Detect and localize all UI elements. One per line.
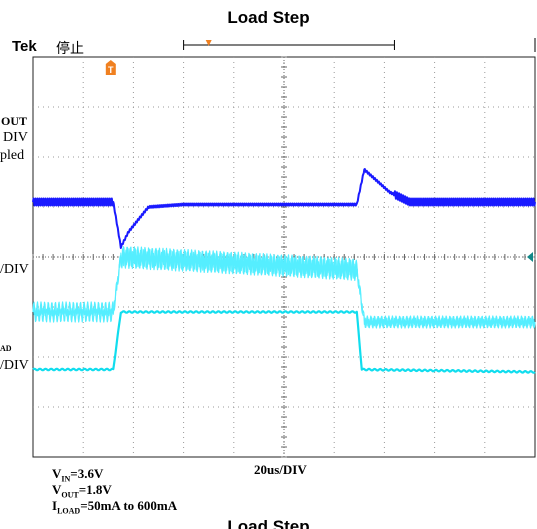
ch3-name-label: AD <box>0 344 12 353</box>
series-iload-line <box>32 310 536 374</box>
ch3-scale-label: /DIV <box>0 358 29 373</box>
chart-title: Load Step <box>227 8 310 27</box>
bottom-title: Load Step <box>227 517 310 529</box>
scope-brand: Tek <box>12 38 37 55</box>
ch2-scale-label: /DIV <box>0 262 29 277</box>
iload-note: ILOAD=50mA to 600mA <box>52 498 178 516</box>
trigger-marker-label: T <box>108 65 114 75</box>
series-il-line-ripple <box>32 248 536 327</box>
ch1-name-label: OUT <box>1 114 28 128</box>
scope-status: 停止 <box>56 41 84 57</box>
trigger-arrow-icon <box>105 60 116 64</box>
vout-note: VOUT=1.8V <box>52 482 112 500</box>
trigger-level-icon <box>527 252 533 262</box>
ch1-scale-label: DIV <box>3 130 28 145</box>
position-marker-icon <box>205 40 212 46</box>
vin-note: VIN=3.6V <box>52 466 104 484</box>
series-vout-line <box>32 168 536 249</box>
trigger-marker-icon <box>105 64 116 75</box>
ch1-coupling-label: pled <box>0 148 25 163</box>
timebase-label: 20us/DIV <box>254 462 307 477</box>
